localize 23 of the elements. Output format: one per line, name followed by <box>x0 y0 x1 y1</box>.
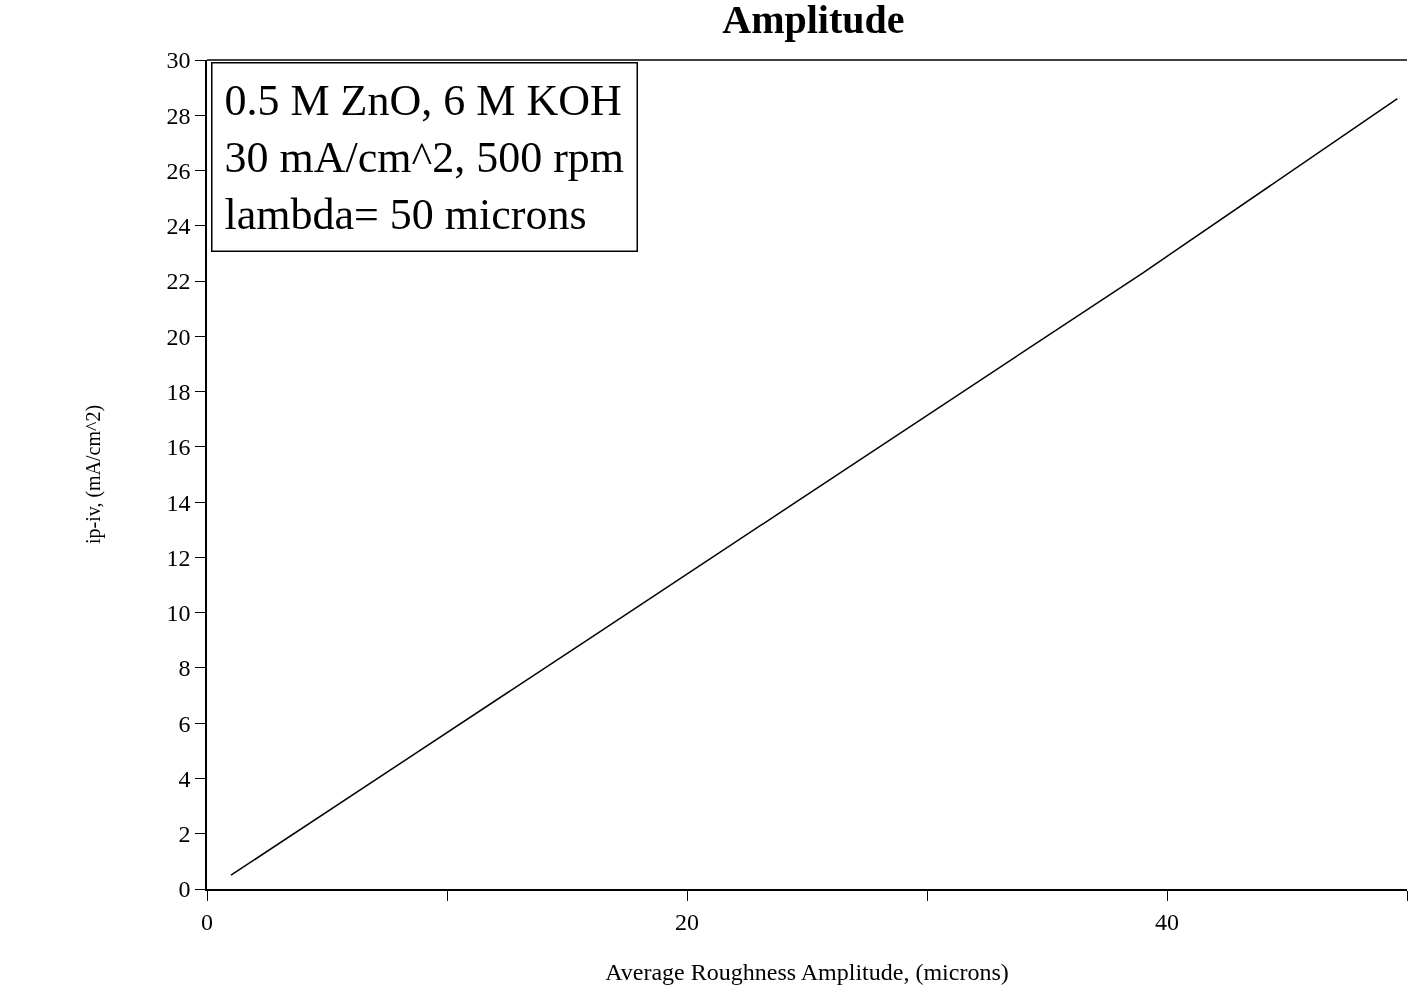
y-tick-label: 2 <box>178 821 191 848</box>
y-tick-label: 18 <box>166 379 191 405</box>
y-tick-label: 4 <box>178 765 191 792</box>
y-tick-label: 8 <box>178 655 191 682</box>
x-tick-label: 0 <box>201 908 213 935</box>
y-tick-label: 12 <box>166 544 191 571</box>
y-tick-label: 16 <box>166 434 191 461</box>
chart-title: Amplitude <box>722 0 905 43</box>
y-tick-label: 14 <box>166 489 191 516</box>
y-tick-label: 20 <box>166 323 191 350</box>
y-tick-label: 30 <box>166 47 191 74</box>
y-tick-label: 24 <box>166 213 191 240</box>
y-axis-title: ip-iv, (mA/cm^2) <box>82 404 106 545</box>
y-tick-label: 6 <box>178 710 191 737</box>
x-tick-label: 40 <box>1155 908 1179 935</box>
y-tick-label: 10 <box>166 600 191 627</box>
y-tick-label: 0 <box>178 876 191 903</box>
x-axis-title: Average Roughness Amplitude, (microns) <box>605 959 1009 986</box>
y-tick-label: 22 <box>166 268 191 295</box>
annotation: 0.5 M ZnO, 6 M KOH 30 mA/cm^2, 500 rpm lambda= 50 microns <box>224 75 625 239</box>
x-tick-label: 20 <box>675 908 699 935</box>
y-tick-label: 26 <box>166 157 191 184</box>
y-tick-label: 28 <box>166 102 191 129</box>
